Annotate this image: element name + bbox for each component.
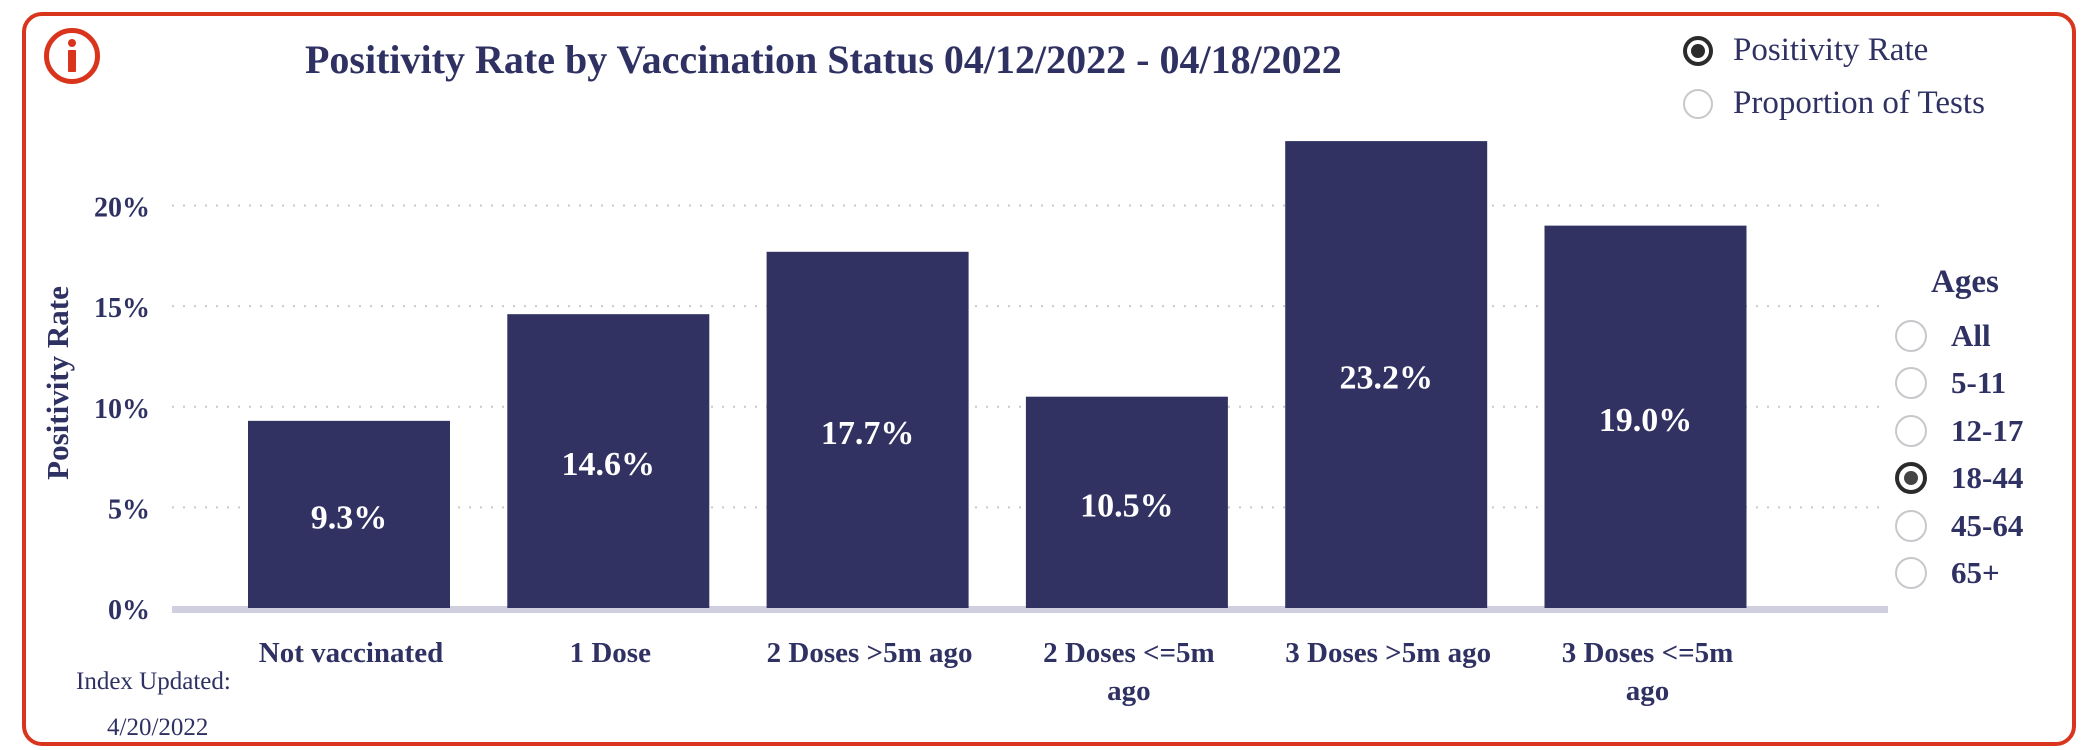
radio-button[interactable] xyxy=(1683,88,1713,119)
metric-option-proportion-of-tests[interactable]: Proportion of Tests xyxy=(1683,77,1985,130)
radio-button[interactable] xyxy=(1895,462,1927,495)
age-option-label: 5-11 xyxy=(1951,365,2007,401)
age-option-18-44[interactable]: 18-44 xyxy=(1895,455,2023,503)
radio-button[interactable] xyxy=(1895,509,1927,542)
age-option-5-11[interactable]: 5-11 xyxy=(1895,360,2023,408)
data-label: 10.5% xyxy=(1080,487,1174,524)
bar xyxy=(507,314,710,608)
y-tick-label: 0% xyxy=(108,595,150,626)
age-option-label: 18-44 xyxy=(1951,460,2024,496)
bar xyxy=(1285,141,1488,608)
age-filter-heading: Ages xyxy=(1931,264,1999,300)
x-tick-label: ago xyxy=(1626,675,1670,707)
y-tick-label: 15% xyxy=(94,293,150,324)
age-option-45-64[interactable]: 45-64 xyxy=(1895,502,2023,550)
metric-option-positivity-rate[interactable]: Positivity Rate xyxy=(1683,24,1985,77)
radio-button[interactable] xyxy=(1895,319,1927,352)
age-option-label: 12-17 xyxy=(1951,412,2024,448)
bar xyxy=(766,251,969,608)
x-tick-label: Not vaccinated xyxy=(259,637,443,669)
bar xyxy=(248,420,450,608)
radio-button[interactable] xyxy=(1895,414,1927,447)
info-icon xyxy=(68,39,76,72)
data-label: 14.6% xyxy=(562,446,656,483)
metric-option-label: Positivity Rate xyxy=(1733,32,1929,68)
age-option-65-plus[interactable]: 65+ xyxy=(1895,550,2023,598)
chart-card-frame xyxy=(22,12,2076,746)
age-option-all[interactable]: All xyxy=(1895,312,2023,360)
radio-button[interactable] xyxy=(1895,367,1927,400)
radio-button[interactable] xyxy=(1683,35,1713,66)
radio-button[interactable] xyxy=(1895,557,1927,590)
x-tick-label: 2 Doses <=5m xyxy=(1043,637,1215,669)
info-button[interactable] xyxy=(44,28,100,84)
data-label: 9.3% xyxy=(311,499,388,536)
data-label: 17.7% xyxy=(821,415,915,452)
bar xyxy=(1544,225,1747,608)
data-label: 23.2% xyxy=(1339,360,1433,397)
metric-option-label: Proportion of Tests xyxy=(1733,85,1985,121)
age-option-label: All xyxy=(1951,317,1991,353)
x-tick-label: 3 Doses <=5m xyxy=(1562,637,1734,669)
x-tick-label: 1 Dose xyxy=(570,637,651,669)
y-axis-title: Positivity Rate xyxy=(40,286,75,480)
x-tick-label: 2 Doses >5m ago xyxy=(767,637,973,669)
chart-title: Positivity Rate by Vaccination Status 04… xyxy=(305,37,1342,82)
x-tick-label: ago xyxy=(1107,675,1151,707)
bar xyxy=(1025,396,1228,608)
age-filter: Ages All 5-11 12-17 18-44 45-64 65+ xyxy=(1895,264,2023,597)
x-axis-line xyxy=(172,606,1888,613)
data-label: 19.0% xyxy=(1599,402,1693,439)
age-option-12-17[interactable]: 12-17 xyxy=(1895,407,2023,455)
y-tick-label: 10% xyxy=(94,394,150,425)
index-updated-label: Index Updated: xyxy=(76,668,231,695)
x-tick-label: 3 Doses >5m ago xyxy=(1285,637,1491,669)
y-tick-label: 5% xyxy=(108,494,150,525)
y-tick-label: 20% xyxy=(94,193,150,224)
age-option-label: 45-64 xyxy=(1951,507,2024,543)
metric-toggle: Positivity Rate Proportion of Tests xyxy=(1683,24,1985,130)
age-option-label: 65+ xyxy=(1951,555,2000,591)
index-updated-date: 4/20/2022 xyxy=(107,714,209,741)
